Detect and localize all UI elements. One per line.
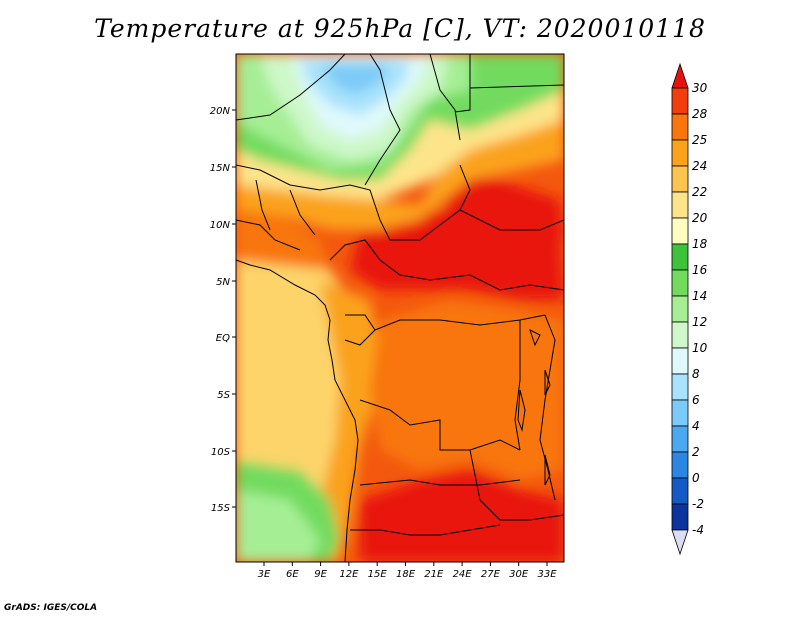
lon-label: 6E (286, 569, 299, 580)
colorbar-label: 16 (692, 263, 708, 277)
longitude-axis: 3E 6E 9E 12E 15E 18E 21E 24E 27E 30E 33E (258, 562, 557, 580)
lon-label: 9E (314, 569, 327, 580)
colorbar-label: 18 (692, 237, 708, 251)
colorbar-label: 22 (692, 185, 707, 199)
colorbar-box (671, 321, 689, 349)
colorbar-box (671, 269, 689, 297)
colorbar-label: 28 (692, 107, 708, 121)
lat-label: 10S (211, 447, 231, 458)
lat-label: 20N (210, 106, 231, 117)
lon-label: 21E (424, 569, 444, 580)
lon-label: 3E (258, 569, 271, 580)
colorbar-label: 24 (692, 159, 707, 173)
colorbar-box (671, 451, 689, 479)
colorbar-label: 2 (692, 445, 700, 459)
lat-label: 5S (217, 390, 230, 401)
lat-label: 15N (210, 163, 231, 174)
colorbar-box (671, 217, 689, 245)
colorbar-label: 12 (692, 315, 707, 329)
country-borders (236, 54, 564, 562)
lon-label: 12E (339, 569, 359, 580)
colorbar-label: -2 (692, 497, 704, 511)
colorbar-box (671, 347, 689, 375)
colorbar-label: 10 (692, 341, 708, 355)
colorbar-label: 20 (692, 211, 708, 225)
lon-label: 24E (453, 569, 473, 580)
colorbar-label: 25 (692, 133, 707, 147)
colorbar-top-arrow (671, 62, 689, 89)
lon-label: 15E (368, 569, 388, 580)
lon-label: 18E (396, 569, 416, 580)
colorbar-label: 6 (692, 393, 700, 407)
colorbar-box (671, 477, 689, 505)
credit-text: GrADS: IGES/COLA (4, 603, 98, 613)
lat-label: 5N (216, 277, 230, 288)
colorbar-box (671, 139, 689, 167)
colorbar-box (671, 503, 689, 531)
colorbar-label: -4 (692, 523, 704, 537)
colorbar-box (671, 113, 689, 141)
colorbar-box (671, 165, 689, 193)
colorbar-box (671, 295, 689, 323)
lon-label: 27E (481, 569, 501, 580)
colorbar-label: 0 (692, 471, 700, 485)
latitude-axis: 20N 15N 10N 5N EQ 5S 10S 15S (210, 106, 236, 514)
lon-label: 33E (537, 569, 557, 580)
colorbar-box (671, 87, 689, 115)
chart-title: Temperature at 925hPa [C], VT: 202001011… (94, 14, 706, 43)
lat-label: EQ (216, 333, 230, 344)
colorbar-label: 8 (692, 367, 700, 381)
colorbar-label: 4 (692, 419, 700, 433)
temperature-field (236, 54, 564, 562)
lat-label: 15S (211, 503, 231, 514)
colorbar-label: 30 (692, 81, 708, 95)
lon-label: 30E (509, 569, 529, 580)
colorbar-box (671, 243, 689, 271)
plot-frame (235, 53, 565, 563)
lat-label: 10N (210, 220, 231, 231)
colorbar-box (671, 425, 689, 453)
colorbar-label: 14 (692, 289, 707, 303)
colorbar-box (671, 373, 689, 401)
colorbar-box (671, 399, 689, 427)
colorbar-bottom-arrow (671, 529, 689, 556)
colorbar-box (671, 191, 689, 219)
